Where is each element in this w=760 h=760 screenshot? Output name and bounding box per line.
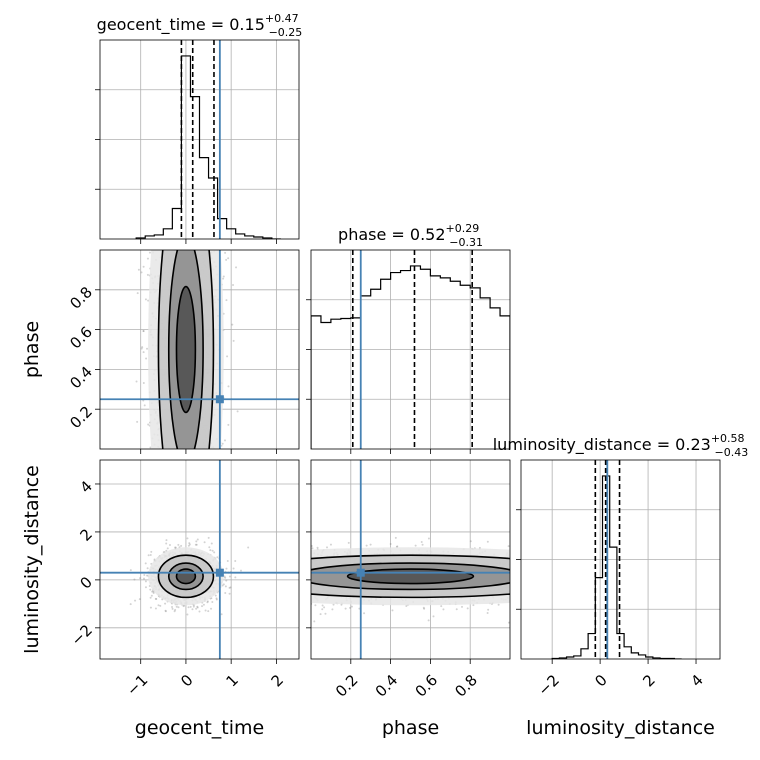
contour-1 [311,554,510,599]
panel-frame [310,249,511,450]
x-tick-label-phase-3: 0.8 [451,671,481,701]
x-axis-label-geocent_time: geocent_time [135,717,264,739]
histogram-luminosity_distance [551,475,682,659]
y-axis-label-luminosity_distance: luminosity_distance [21,465,43,654]
panel-content [551,460,682,659]
truth-marker [356,568,365,577]
contour-2 [167,250,204,449]
contour-3 [346,568,475,585]
title-plus: +0.58 [711,432,745,445]
contour-1 [157,250,215,449]
contour-2 [311,562,510,591]
panel-content [100,250,299,449]
y-tick-label-luminosity_distance-0: −2 [68,621,96,649]
histogram-geocent_time [135,55,281,239]
panel-frame [99,459,300,660]
panel-content [135,40,281,239]
y-tick-label-luminosity_distance-2: 2 [77,525,96,544]
y-tick-label-phase-1: 0.4 [66,363,96,393]
y-tick-label-luminosity_distance-1: 0 [77,573,96,592]
marginal-title-luminosity_distance: luminosity_distance = 0.23+0.58 −0.43 [493,432,749,459]
y-tick-label-phase-0: 0.2 [66,402,96,432]
truth-marker [215,568,224,577]
panel-luminosity_distance-vs-geocent_time [95,459,300,664]
panel-luminosity_distance-vs-phase [306,459,511,664]
histogram-phase [311,265,510,449]
contour-1 [157,554,215,599]
panel-geocent_time-vs-geocent_time [95,39,300,244]
title-name: phase = 0.52 [338,225,445,244]
panel-content [100,460,299,659]
x-tick-label-phase-1: 0.4 [372,671,402,701]
panel-frame [99,39,300,240]
x-tick-label-luminosity_distance-1: 0 [591,671,610,690]
panel-content [311,460,510,659]
marginal-title-geocent_time: geocent_time = 0.15+0.47 −0.25 [97,12,303,39]
truth-marker [215,395,224,404]
contour-3 [175,568,197,585]
contour-2 [167,562,204,591]
y-tick-label-phase-3: 0.8 [66,283,96,313]
x-axis-label-phase: phase [382,717,439,739]
title-plus: +0.29 [446,222,480,235]
panel-phase-vs-phase [306,249,511,454]
x-axis-label-luminosity_distance: luminosity_distance [526,717,715,739]
density-level-3 [176,286,196,413]
panel-phase-vs-geocent_time [95,249,300,454]
title-minus: −0.25 [269,26,303,39]
title-name: geocent_time = 0.15 [97,15,265,35]
x-tick-label-geocent_time-2: 1 [222,671,241,690]
panel-frame [310,459,511,660]
panel-content [311,250,510,449]
panel-frame [520,459,721,660]
contour-3 [175,285,197,414]
title-name: luminosity_distance = 0.23 [493,435,711,455]
x-tick-label-luminosity_distance-3: 4 [687,671,706,690]
panel-frame [99,249,300,450]
x-tick-label-luminosity_distance-2: 2 [639,671,658,690]
marginal-title-phase: phase = 0.52+0.29 −0.31 [338,222,483,249]
title-plus: +0.47 [265,12,299,25]
x-tick-label-geocent_time-3: 2 [268,671,287,690]
title-minus: −0.31 [449,236,483,249]
x-tick-label-phase-2: 0.6 [412,671,442,701]
panel-luminosity_distance-vs-luminosity_distance [516,459,721,664]
x-tick-label-geocent_time-1: 0 [177,671,196,690]
y-tick-label-phase-2: 0.6 [66,323,96,353]
y-axis-label-phase: phase [21,321,43,378]
x-tick-label-phase-0: 0.2 [332,671,362,701]
x-tick-label-geocent_time-0: −1 [123,671,151,699]
title-minus: −0.43 [715,446,749,459]
x-tick-label-luminosity_distance-0: −2 [535,671,563,699]
y-tick-label-luminosity_distance-3: 4 [77,477,96,496]
